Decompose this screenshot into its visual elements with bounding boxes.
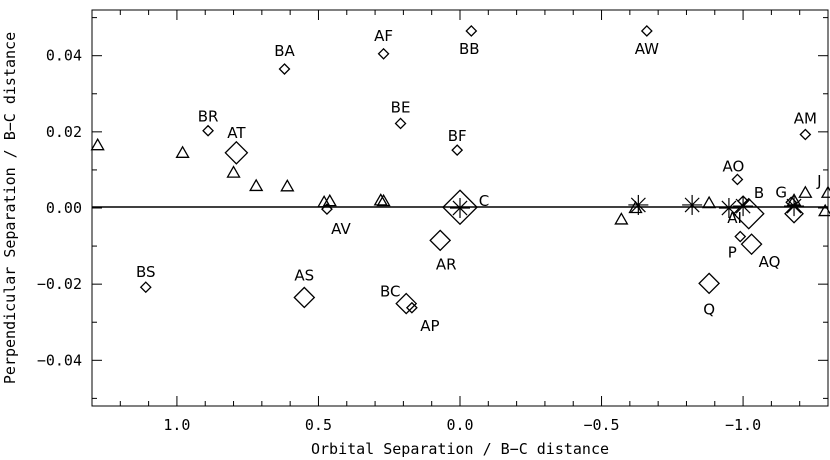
asterisk-marker — [450, 198, 470, 218]
triangle-marker — [614, 212, 629, 225]
triangle-marker — [798, 185, 813, 198]
diamond-marker — [405, 301, 418, 314]
point-label-bb: BB — [459, 40, 480, 58]
x-tick-label: −1.0 — [725, 416, 761, 434]
triangle-marker — [322, 193, 337, 207]
point-label-g: G — [775, 183, 787, 201]
y-axis-ticks: 0.04 0.02 0.00 −0.02 −0.04 — [37, 17, 828, 399]
data-points — [90, 25, 830, 315]
x-axis-ticks: 1.0 0.5 0.0 −0.5 −1.0 — [91, 10, 829, 434]
x-tick-label: −0.5 — [583, 416, 619, 434]
point-label-ba: BA — [274, 42, 295, 60]
diamond-marker — [465, 25, 478, 37]
point-label-bc: BC — [380, 283, 401, 301]
diamond-marker — [442, 189, 478, 226]
point-label-aq: AQ — [759, 253, 781, 271]
triangle-marker — [249, 178, 264, 192]
asterisk-marker — [733, 196, 754, 217]
y-tick-label: 0.00 — [46, 199, 82, 217]
point-label-av: AV — [331, 220, 351, 238]
x-tick-label: 0.0 — [446, 416, 473, 434]
point-label-ap: AP — [420, 317, 439, 335]
triangle-marker — [820, 185, 830, 198]
diamond-marker — [278, 63, 291, 75]
point-label-bs: BS — [136, 263, 156, 281]
point-label-ao: AO — [723, 157, 745, 175]
asterisk-marker — [784, 196, 805, 217]
point-label-bf: BF — [448, 127, 467, 145]
diamond-marker — [731, 173, 744, 186]
diamond-marker — [740, 233, 763, 256]
y-tick-label: −0.04 — [37, 351, 82, 369]
point-label-c: C — [479, 192, 489, 210]
asterisk-marker — [718, 198, 739, 218]
y-tick-label: −0.02 — [37, 275, 82, 293]
point-label-aw: AW — [635, 40, 659, 58]
annotation-j: J — [816, 172, 821, 190]
point-label-q: Q — [703, 300, 715, 318]
y-axis-title: Perpendicular Separation / B−C distance — [1, 32, 19, 384]
diamond-marker — [451, 144, 464, 157]
point-label-b: B — [754, 184, 764, 202]
diamond-marker — [377, 47, 390, 60]
triangle-marker — [701, 195, 717, 209]
x-axis-title: Orbital Separation / B−C distance — [311, 440, 609, 458]
x-tick-label: 0.5 — [305, 416, 332, 434]
triangle-marker — [175, 145, 190, 158]
y-tick-label: 0.04 — [46, 47, 82, 65]
x-tick-label: 1.0 — [163, 416, 190, 434]
diamond-marker — [293, 286, 316, 309]
diamond-marker — [321, 203, 333, 216]
point-label-as: AS — [294, 266, 314, 284]
diamond-marker — [139, 281, 152, 294]
diamond-marker — [732, 197, 765, 230]
point-label-br: BR — [198, 108, 219, 126]
point-label-af: AF — [374, 27, 393, 45]
diamond-marker — [224, 140, 249, 165]
triangle-marker — [90, 137, 105, 151]
asterisk-marker — [628, 194, 649, 215]
point-label-ar: AR — [436, 255, 457, 273]
diamond-marker — [395, 292, 418, 315]
asterisk-marker — [682, 194, 703, 215]
diamond-marker — [784, 203, 804, 224]
diamond-marker — [799, 128, 812, 141]
triangle-marker — [317, 194, 332, 208]
diamond-marker — [698, 272, 721, 295]
triangle-marker — [376, 193, 391, 207]
diamond-marker — [734, 230, 747, 243]
plot-frame — [91, 9, 829, 407]
point-label-be: BE — [391, 98, 411, 116]
triangle-marker — [373, 193, 388, 206]
triangle-marker — [280, 178, 295, 192]
diamond-marker — [202, 124, 214, 137]
point-label-am: AM — [794, 110, 817, 128]
point-labels: BA AF BB AW BR BE BF AM AT AO C AV B G AR AQ P BS AS Q BC AP J… — [136, 27, 822, 335]
diamond-marker — [429, 229, 452, 252]
annotation-ai: AI — [727, 209, 742, 227]
triangle-marker — [226, 165, 241, 178]
diamond-marker — [640, 25, 653, 37]
point-label-at: AT — [227, 124, 246, 142]
diamond-marker — [394, 117, 407, 130]
point-label-p: P — [728, 244, 737, 262]
y-tick-label: 0.02 — [46, 123, 82, 141]
